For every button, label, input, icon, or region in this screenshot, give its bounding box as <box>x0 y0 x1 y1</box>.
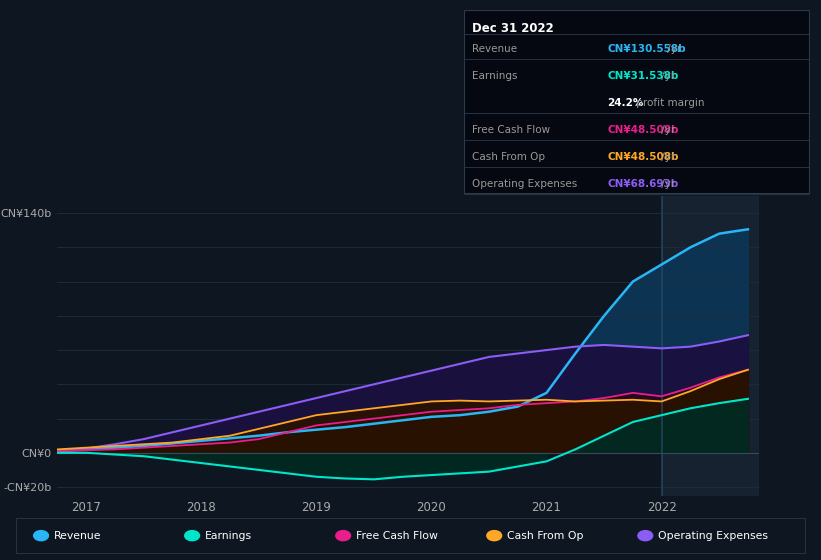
Text: /yr: /yr <box>658 125 676 135</box>
Text: 24.2%: 24.2% <box>608 98 644 108</box>
Text: Free Cash Flow: Free Cash Flow <box>356 531 438 540</box>
Text: Earnings: Earnings <box>472 71 517 81</box>
Text: Operating Expenses: Operating Expenses <box>658 531 768 540</box>
Text: CN¥48.508b: CN¥48.508b <box>608 152 679 162</box>
Text: Cash From Op: Cash From Op <box>507 531 584 540</box>
Bar <box>662 196 759 496</box>
Text: Cash From Op: Cash From Op <box>472 152 545 162</box>
Text: /yr: /yr <box>658 152 676 162</box>
Text: Dec 31 2022: Dec 31 2022 <box>472 22 554 35</box>
Text: profit margin: profit margin <box>633 98 704 108</box>
Text: Earnings: Earnings <box>205 531 252 540</box>
Text: Revenue: Revenue <box>54 531 102 540</box>
Text: CN¥130.558b: CN¥130.558b <box>608 44 686 54</box>
Text: CN¥48.508b: CN¥48.508b <box>608 125 679 135</box>
Text: Operating Expenses: Operating Expenses <box>472 179 577 189</box>
Text: /yr: /yr <box>663 44 681 54</box>
Text: Revenue: Revenue <box>472 44 517 54</box>
Text: Free Cash Flow: Free Cash Flow <box>472 125 550 135</box>
Text: /yr: /yr <box>658 71 676 81</box>
Text: CN¥31.538b: CN¥31.538b <box>608 71 679 81</box>
Text: /yr: /yr <box>658 179 676 189</box>
Text: CN¥68.693b: CN¥68.693b <box>608 179 679 189</box>
